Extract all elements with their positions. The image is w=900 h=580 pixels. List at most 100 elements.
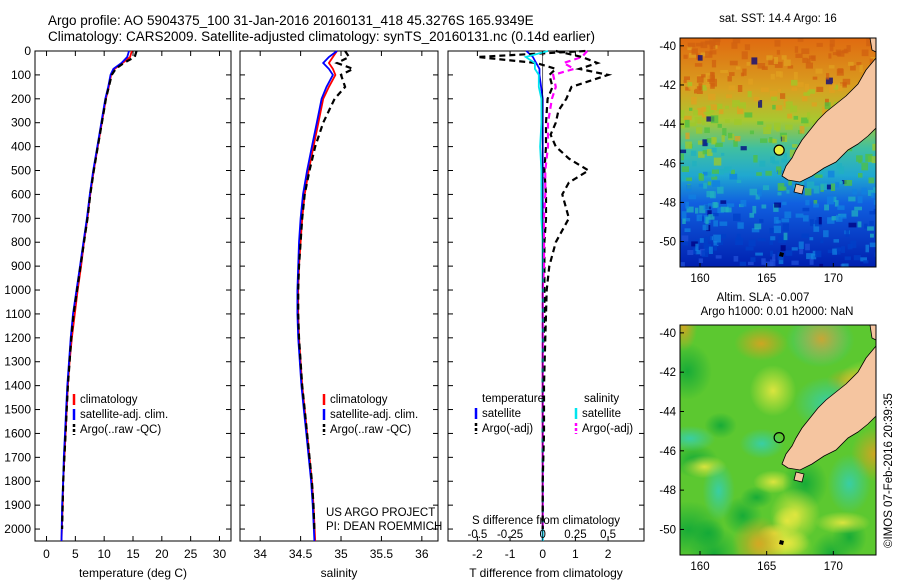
sst-pixel bbox=[712, 212, 719, 217]
sst-pixel bbox=[776, 71, 782, 77]
sst-pixel bbox=[780, 245, 786, 251]
sst-pixel bbox=[784, 211, 792, 219]
sst-pixel bbox=[695, 250, 701, 255]
sst-pixel bbox=[785, 101, 793, 110]
legend-entry: satellite bbox=[482, 408, 521, 420]
sst-pixel bbox=[759, 160, 766, 167]
sst-pixel bbox=[806, 181, 815, 189]
sst-pixel bbox=[777, 183, 785, 191]
sst-pixel bbox=[758, 100, 763, 108]
map-y-tick-label: -48 bbox=[659, 485, 676, 497]
argo-position-marker bbox=[773, 144, 785, 156]
legend-entry: climatology bbox=[330, 394, 388, 406]
sla-land-north-island bbox=[869, 325, 876, 341]
sst-pixel bbox=[699, 238, 704, 243]
sst-pixel bbox=[853, 255, 861, 261]
sst-pixel bbox=[713, 220, 718, 227]
s-tick-label: 0.25 bbox=[564, 529, 586, 541]
sst-pixel bbox=[824, 204, 829, 211]
sst-pixel bbox=[763, 127, 771, 134]
sst-pixel bbox=[732, 38, 741, 44]
map-y-tick-label: -48 bbox=[659, 197, 676, 209]
sst-pixel bbox=[691, 96, 697, 105]
sst-pixel bbox=[772, 253, 776, 262]
sla-map-subtitle: Argo h1000: 0.01 h2000: NaN bbox=[701, 306, 854, 318]
sst-pixel bbox=[733, 140, 738, 147]
sst-pixel bbox=[804, 188, 812, 196]
sst-pixel bbox=[761, 87, 769, 92]
x-tick-label: 15 bbox=[126, 547, 140, 561]
sst-pixel bbox=[694, 116, 702, 124]
x-tick-label: 5 bbox=[72, 547, 79, 561]
sst-pixel bbox=[869, 220, 874, 226]
sst-pixel bbox=[737, 85, 743, 92]
sst-pixel bbox=[713, 157, 722, 166]
sst-pixel bbox=[841, 49, 849, 54]
sst-pixel bbox=[856, 155, 863, 162]
sla-anomaly bbox=[739, 428, 785, 459]
sst-pixel bbox=[720, 70, 728, 74]
s-tick-label: -0.25 bbox=[497, 529, 523, 541]
sst-pixel bbox=[783, 232, 788, 241]
sst-pixel bbox=[717, 123, 722, 128]
sst-pixel bbox=[716, 103, 723, 111]
sst-pixel bbox=[790, 105, 798, 113]
sst-pixel bbox=[735, 237, 744, 245]
sla-map: Altim. SLA: -0.007 Argo h1000: 0.01 h200… bbox=[659, 292, 877, 573]
sst-pixel bbox=[833, 239, 839, 243]
sst-pixel bbox=[766, 124, 772, 130]
sst-pixel bbox=[700, 41, 708, 49]
sst-pixel bbox=[715, 38, 721, 43]
x-axis-label: salinity bbox=[321, 566, 358, 580]
sst-pixel bbox=[816, 42, 823, 47]
sst-pixel bbox=[789, 149, 798, 158]
sst-pixel bbox=[745, 246, 754, 251]
sst-pixel bbox=[709, 39, 716, 47]
sst-pixel bbox=[782, 201, 787, 206]
sst-pixel bbox=[757, 121, 764, 125]
sst-pixel bbox=[832, 83, 836, 89]
sst-pixel bbox=[707, 181, 712, 186]
sst-pixel bbox=[686, 206, 694, 213]
sst-pixel bbox=[871, 156, 876, 164]
sst-pixel bbox=[828, 53, 832, 59]
sst-pixel bbox=[729, 60, 738, 66]
sst-pixel bbox=[742, 68, 747, 76]
sst-pixel bbox=[783, 152, 787, 158]
sst-pixel bbox=[727, 203, 735, 207]
sst-pixel bbox=[747, 91, 752, 98]
sst-pixel bbox=[753, 155, 758, 163]
sst-pixel bbox=[712, 180, 721, 187]
sst-pixel bbox=[815, 68, 823, 74]
sst-pixel bbox=[687, 46, 693, 51]
sst-pixel bbox=[736, 179, 742, 183]
land-small-island bbox=[779, 252, 784, 257]
s-difference-axis-label: S difference from climatology bbox=[472, 515, 620, 527]
sst-pixel bbox=[858, 173, 863, 178]
sst-pixel bbox=[695, 207, 699, 214]
sst-pixel bbox=[688, 194, 697, 200]
map-x-tick-label: 160 bbox=[690, 273, 709, 285]
sst-pixel bbox=[740, 146, 747, 151]
sst-pixel bbox=[785, 124, 793, 130]
sst-pixel bbox=[844, 256, 851, 261]
sst-pixel bbox=[696, 42, 704, 47]
sst-pixel bbox=[807, 112, 811, 120]
sst-pixel bbox=[813, 203, 819, 208]
map-y-tick-label: -44 bbox=[659, 406, 676, 418]
sst-pixel bbox=[777, 88, 782, 93]
sla-anomaly bbox=[704, 412, 737, 439]
sst-pixel bbox=[841, 246, 845, 253]
sst-pixel bbox=[759, 218, 764, 223]
map-y-tick-label: -42 bbox=[659, 367, 676, 379]
sst-pixel bbox=[783, 59, 791, 67]
map-x-tick-label: 170 bbox=[824, 561, 843, 573]
sla-anomaly bbox=[680, 425, 716, 452]
sst-pixel bbox=[699, 216, 707, 222]
sst-pixel bbox=[697, 55, 703, 61]
sst-pixel bbox=[733, 213, 741, 221]
sst-pixel bbox=[795, 53, 803, 58]
sst-pixel bbox=[717, 168, 725, 175]
sst-pixel bbox=[703, 243, 712, 251]
sst-pixel bbox=[848, 196, 856, 202]
